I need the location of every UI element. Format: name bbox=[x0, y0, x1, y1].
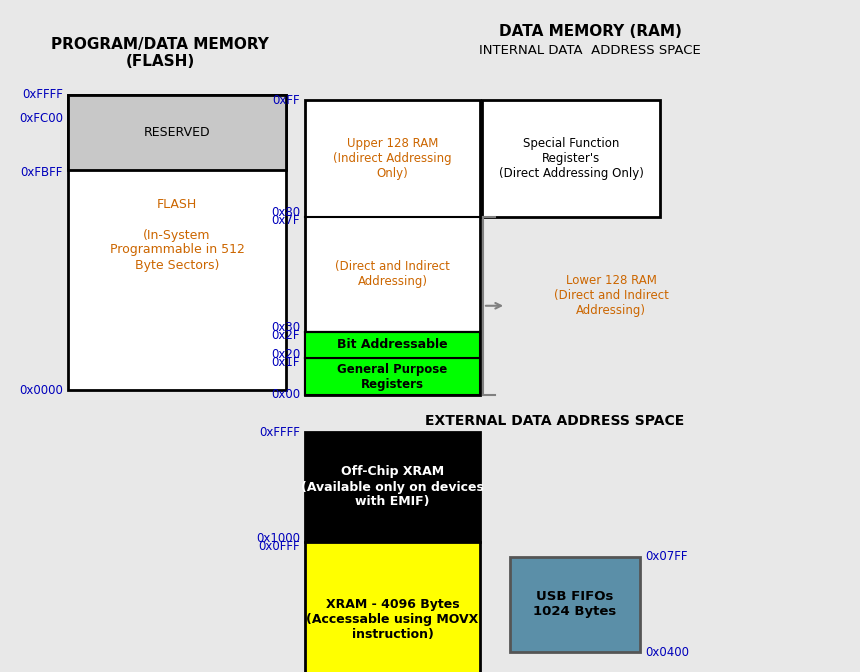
Bar bbox=[510, 557, 640, 652]
Text: Lower 128 RAM
(Direct and Indirect
Addressing): Lower 128 RAM (Direct and Indirect Addre… bbox=[554, 274, 668, 317]
Text: XRAM - 4096 Bytes
(Accessable using MOVX
instruction): XRAM - 4096 Bytes (Accessable using MOVX… bbox=[306, 598, 479, 641]
Text: 0xFF: 0xFF bbox=[273, 93, 300, 106]
Text: 0x2F: 0x2F bbox=[272, 329, 300, 342]
Text: Off-Chip XRAM
(Available only on devices
with EMIF): Off-Chip XRAM (Available only on devices… bbox=[301, 466, 484, 509]
Text: 0xFFFF: 0xFFFF bbox=[22, 89, 63, 101]
Bar bbox=[305, 100, 480, 395]
Text: PROGRAM/DATA MEMORY
(FLASH): PROGRAM/DATA MEMORY (FLASH) bbox=[51, 37, 269, 69]
Text: 0x7F: 0x7F bbox=[272, 214, 300, 227]
Bar bbox=[305, 542, 480, 672]
Text: General Purpose
Registers: General Purpose Registers bbox=[337, 363, 447, 390]
Text: Bit Addressable: Bit Addressable bbox=[337, 338, 448, 351]
Text: RESERVED: RESERVED bbox=[144, 126, 211, 140]
Text: Upper 128 RAM
(Indirect Addressing
Only): Upper 128 RAM (Indirect Addressing Only) bbox=[333, 137, 452, 180]
Bar bbox=[305, 358, 480, 395]
Text: 0x0400: 0x0400 bbox=[645, 646, 689, 659]
Text: Special Function
Register's
(Direct Addressing Only): Special Function Register's (Direct Addr… bbox=[499, 137, 643, 180]
Bar bbox=[68, 95, 286, 170]
Text: EXTERNAL DATA ADDRESS SPACE: EXTERNAL DATA ADDRESS SPACE bbox=[426, 414, 685, 428]
Bar bbox=[305, 358, 480, 395]
Text: 0xFFFF: 0xFFFF bbox=[259, 425, 300, 439]
Text: FLASH

(In-System
Programmable in 512
Byte Sectors): FLASH (In-System Programmable in 512 Byt… bbox=[109, 198, 244, 271]
Text: DATA MEMORY (RAM): DATA MEMORY (RAM) bbox=[499, 24, 681, 39]
Bar bbox=[305, 331, 480, 358]
Text: 0x80: 0x80 bbox=[271, 206, 300, 219]
Text: 0x0FFF: 0x0FFF bbox=[258, 540, 300, 552]
Bar bbox=[68, 95, 286, 390]
Text: 0x0000: 0x0000 bbox=[19, 384, 63, 396]
Text: 0x07FF: 0x07FF bbox=[645, 550, 687, 564]
Text: 0x20: 0x20 bbox=[271, 347, 300, 361]
Bar bbox=[305, 331, 480, 358]
Text: 0x1000: 0x1000 bbox=[256, 532, 300, 544]
Text: 0x1F: 0x1F bbox=[272, 355, 300, 369]
Text: 0x30: 0x30 bbox=[271, 321, 300, 334]
Text: (Direct and Indirect
Addressing): (Direct and Indirect Addressing) bbox=[335, 260, 450, 288]
Text: INTERNAL DATA  ADDRESS SPACE: INTERNAL DATA ADDRESS SPACE bbox=[479, 44, 701, 57]
Bar bbox=[482, 100, 660, 216]
Text: 0xFC00: 0xFC00 bbox=[19, 112, 63, 124]
Text: 0x00: 0x00 bbox=[271, 388, 300, 401]
Text: USB FIFOs
1024 Bytes: USB FIFOs 1024 Bytes bbox=[533, 591, 617, 618]
Bar bbox=[305, 432, 480, 542]
Text: 0xFBFF: 0xFBFF bbox=[21, 165, 63, 179]
